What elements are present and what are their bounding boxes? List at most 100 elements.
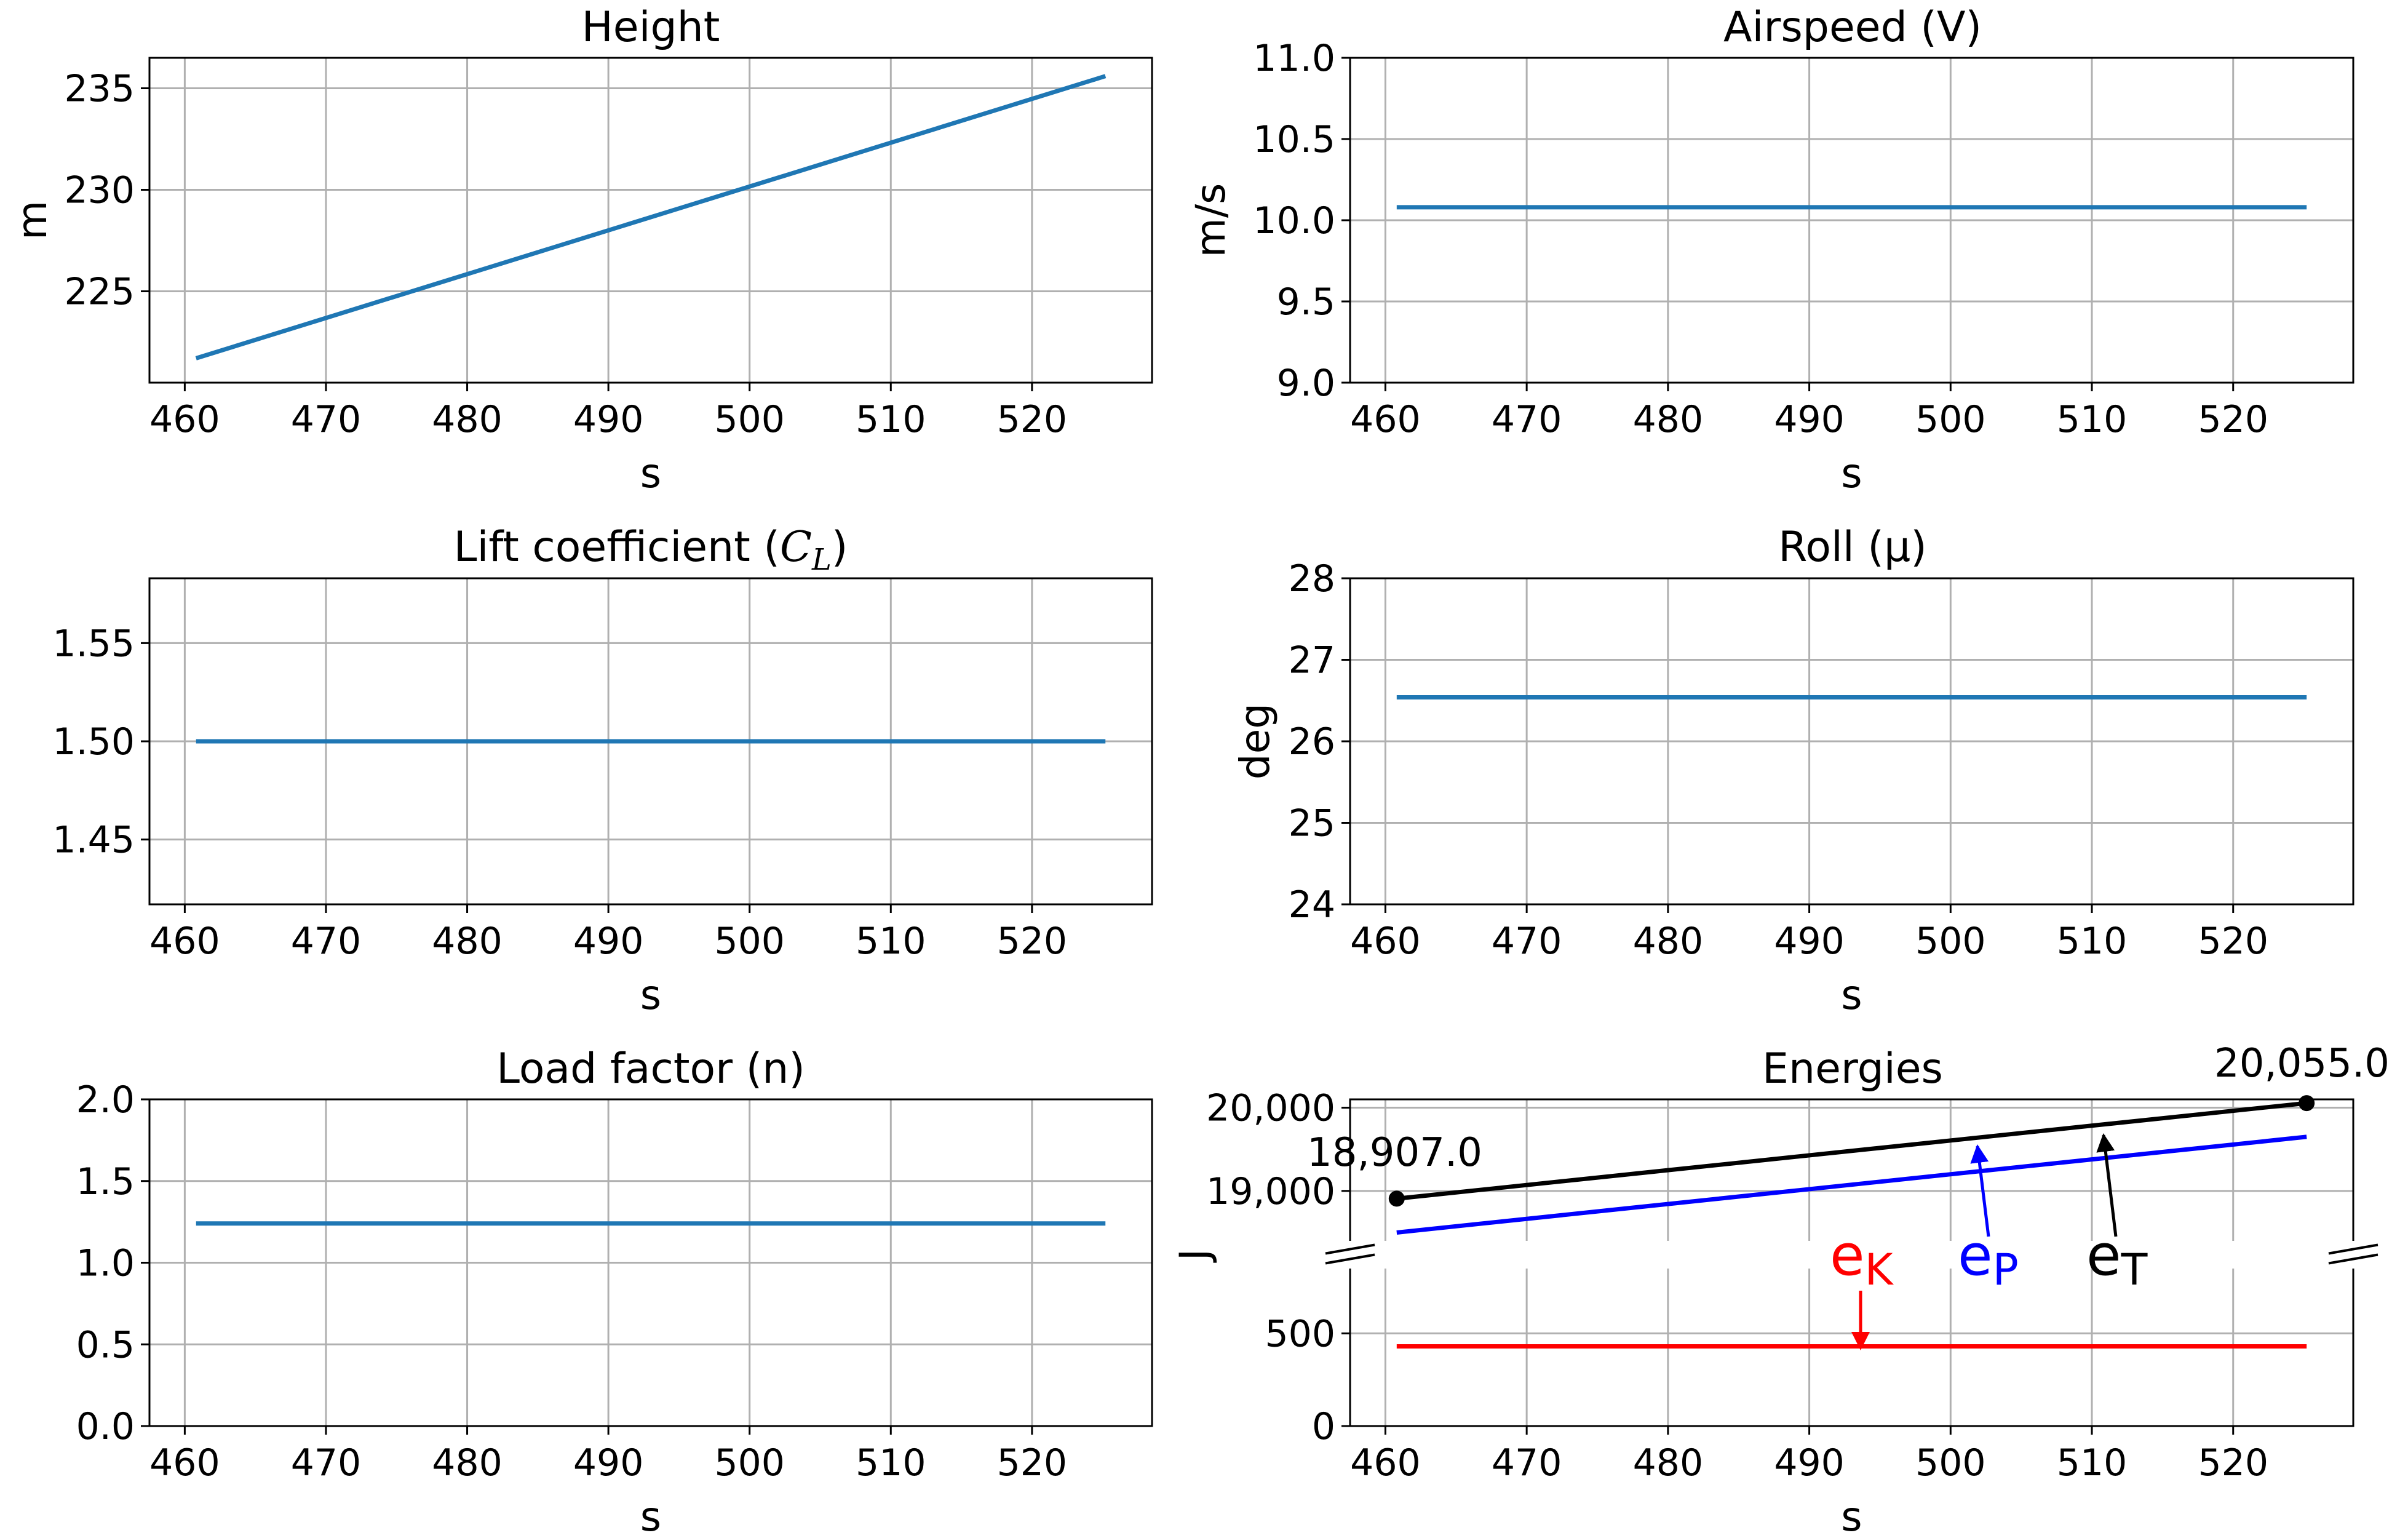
energies-axis-break-mark [2328,1253,2378,1265]
energies-xtick-label: 490 [1774,1441,1845,1484]
lift-xlabel: s [640,971,661,1019]
load-xtick-label: 490 [573,1441,644,1484]
airspeed-subplot: 9.0 9.5 10.0 10.5 11.0 460 470 480 490 500 510 520 s… [1187,37,2354,497]
roll-xtick-label: 460 [1350,920,1421,963]
lift-ytick-label: 1.55 [52,622,135,665]
roll-title: Roll (μ) [1778,523,1927,572]
energies-xlabel: s [1841,1493,1862,1538]
airspeed-ytick-label: 9.0 [1277,362,1335,405]
energies-axis-break-mark [1325,1253,1375,1265]
annotation-e-total-sub: T [2121,1245,2148,1295]
roll-xtick-label: 510 [2057,920,2128,963]
arrow-e-total [2096,1133,2118,1237]
roll-xtick-label: 520 [2198,920,2268,963]
energies-upper-ytick-label: 19,000 [1206,1170,1335,1213]
roll-xtick-label: 480 [1633,920,1704,963]
energies-lower-ytick-label: 0 [1312,1405,1335,1448]
load-factor-subplot: 0.0 0.5 1.0 1.5 2.0 460 470 480 490 500 510 520 s [76,1078,1153,1538]
airspeed-xtick-label: 500 [1915,398,1986,441]
height-xtick-label: 460 [149,398,220,441]
load-ytick-label: 0.0 [76,1405,135,1448]
energies-point-label-end: 20,055.0 [2214,1041,2390,1086]
roll-ytick-label: 25 [1289,802,1335,845]
energies-ylabel: J [1171,1249,1218,1263]
airspeed-ytick-label: 9.5 [1277,281,1335,324]
height-xtick-label: 510 [856,398,926,441]
airspeed-xtick-label: 510 [2057,398,2128,441]
airspeed-xtick-label: 520 [2198,398,2268,441]
load-xtick-label: 500 [714,1441,785,1484]
roll-subplot: 24 25 26 27 28 460 470 480 490 500 510 520 s deg [1231,557,2354,1019]
lift-xtick-label: 510 [856,920,926,963]
airspeed-ytick-label: 10.5 [1253,118,1335,161]
load-axes-frame [148,1098,1153,1427]
load-xlabel: s [640,1493,661,1538]
airspeed-ytick-label: 10.0 [1253,199,1335,242]
roll-axes-frame [1349,577,2354,906]
height-ytick-label: 235 [64,68,135,111]
annotation-e-potential-sub: P [1993,1245,2019,1295]
lift-xtick-label: 520 [997,920,1068,963]
airspeed-xtick-label: 470 [1492,398,1562,441]
lift-title-text: Lift coefficient ( [454,523,780,572]
energies-xtick-label: 510 [2057,1441,2128,1484]
annotation-e-kinetic-sub: K [1865,1245,1894,1295]
load-xtick-label: 480 [432,1441,503,1484]
energies-upper-ytick-label: 20,000 [1206,1087,1335,1130]
load-ytick-label: 1.0 [76,1242,135,1285]
annotation-e-potential: eP [1958,1222,2019,1295]
annotation-e-kinetic: eK [1830,1222,1894,1295]
airspeed-ytick-label: 11.0 [1253,37,1335,80]
lift-xtick-label: 490 [573,920,644,963]
load-factor-title: Load factor (n) [496,1045,805,1093]
roll-xlabel: s [1841,971,1862,1019]
lift-xtick-label: 480 [432,920,503,963]
lift-xtick-label: 470 [291,920,362,963]
lift-xtick-label: 460 [149,920,220,963]
roll-ytick-label: 28 [1289,557,1335,600]
airspeed-axes-frame [1349,57,2354,384]
roll-xtick-label: 500 [1915,920,1986,963]
energies-lower-frame [1349,1269,2354,1427]
roll-ytick-label: 24 [1289,883,1335,926]
lift-title-suffix: ) [832,523,848,572]
energies-xtick-label: 460 [1350,1441,1421,1484]
height-xtick-label: 470 [291,398,362,441]
energies-point-label-start: 18,907.0 [1307,1130,1482,1176]
lift-title-math-sub: L [811,543,832,577]
lift-coefficient-subplot: 1.45 1.50 1.55 460 470 480 490 500 510 520 s [52,577,1153,1019]
energies-xtick-label: 470 [1492,1441,1562,1484]
lift-coefficient-title: Lift coefficient (CL) [454,523,848,577]
roll-xtick-label: 490 [1774,920,1845,963]
lift-ytick-label: 1.50 [52,720,135,763]
height-title: Height [582,3,720,52]
arrow-e-potential [1970,1144,1990,1237]
height-ytick-label: 230 [64,169,135,212]
airspeed-xtick-label: 490 [1774,398,1845,441]
load-ytick-label: 1.5 [76,1160,135,1203]
height-xtick-label: 480 [432,398,503,441]
height-xlabel: s [640,450,661,497]
energies-axis-break-mark [1325,1243,1375,1255]
airspeed-xtick-label: 480 [1633,398,1704,441]
height-xtick-label: 500 [714,398,785,441]
energies-title: Energies [1762,1045,1943,1093]
roll-ylabel: deg [1231,703,1279,779]
height-xtick-label: 490 [573,398,644,441]
load-xtick-label: 470 [291,1441,362,1484]
energies-axis-break-mark [2328,1243,2378,1255]
load-ytick-label: 2.0 [76,1078,135,1122]
roll-ytick-label: 26 [1289,720,1335,763]
airspeed-xtick-label: 460 [1350,398,1421,441]
energies-xtick-label: 480 [1633,1441,1704,1484]
height-axes-frame [148,57,1153,384]
lift-axes-frame [148,577,1153,906]
airspeed-ylabel: m/s [1187,183,1234,258]
lift-ytick-label: 1.45 [52,819,135,862]
height-series-line [195,74,1107,361]
roll-ytick-label: 27 [1289,639,1335,682]
energies-point-marker [1388,1190,1405,1207]
energies-series-e-T [1396,1101,2307,1201]
energies-lower-ytick-label: 500 [1265,1312,1335,1355]
airspeed-title: Airspeed (V) [1723,3,1982,52]
